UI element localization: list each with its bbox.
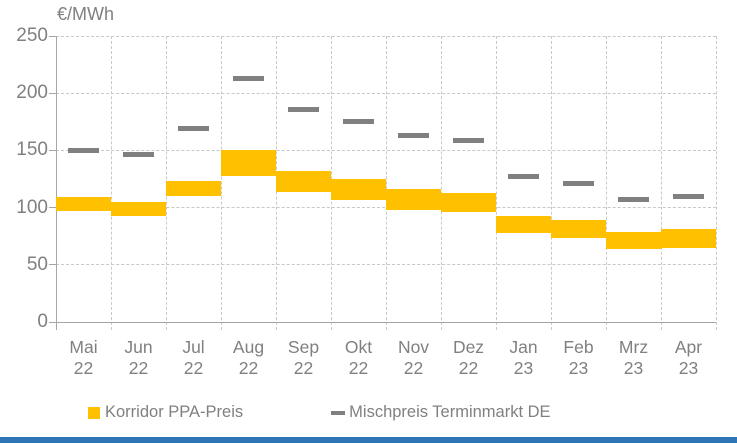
y-tick-label-0: 0 bbox=[37, 311, 48, 332]
x-tick-label-Aug-22: Aug 22 bbox=[232, 337, 265, 378]
korridor-band-Mrz-23 bbox=[606, 231, 661, 249]
y-tick-label-100: 100 bbox=[16, 196, 48, 218]
mischpreis-dash-Mrz-23 bbox=[618, 197, 649, 203]
x-tick-label-Nov-22: Nov 22 bbox=[397, 337, 430, 378]
korridor-band-Jan-23 bbox=[496, 215, 551, 233]
legend-label-mischpreis: Mischpreis Terminmarkt DE bbox=[349, 403, 551, 421]
korridor-band-Nov-22 bbox=[386, 189, 441, 210]
v-gridline-11 bbox=[660, 36, 662, 330]
korridor-band-Okt-22 bbox=[331, 179, 386, 200]
mischpreis-dash-Jun-22 bbox=[123, 152, 154, 158]
korridor-swatch-icon bbox=[88, 406, 100, 419]
x-axis-line bbox=[56, 321, 716, 323]
korridor-band-Jul-22 bbox=[166, 181, 221, 197]
mischpreis-dash-Aug-22 bbox=[233, 75, 264, 81]
korridor-band-Aug-22 bbox=[221, 150, 276, 176]
korridor-band-Sep-22 bbox=[276, 170, 331, 192]
mischpreis-dash-icon bbox=[331, 410, 346, 415]
mischpreis-dash-Jul-22 bbox=[178, 126, 209, 132]
x-tick-label-Okt-22: Okt 22 bbox=[344, 337, 373, 378]
x-tick-label-Jan-23: Jan 23 bbox=[509, 337, 538, 378]
legend-item-mischpreis: Mischpreis Terminmarkt DE bbox=[331, 403, 551, 422]
x-tick-label-Apr-23: Apr 23 bbox=[674, 337, 703, 378]
y-tick-mark-0 bbox=[49, 321, 56, 323]
x-tick-label-Feb-23: Feb 23 bbox=[563, 337, 594, 378]
y-axis-unit-label: €/MWh bbox=[57, 4, 115, 24]
v-gridline-3 bbox=[220, 36, 222, 330]
y-tick-mark-250 bbox=[49, 35, 56, 37]
y-tick-label-250: 250 bbox=[16, 25, 48, 46]
bottom-accent-bar bbox=[0, 437, 737, 443]
mischpreis-dash-Apr-23 bbox=[673, 193, 704, 199]
y-tick-mark-150 bbox=[49, 149, 56, 151]
v-gridline-9 bbox=[550, 36, 552, 330]
mischpreis-dash-Okt-22 bbox=[343, 119, 374, 125]
x-tick-label-Jun-22: Jun 22 bbox=[124, 337, 153, 378]
mischpreis-dash-Feb-23 bbox=[563, 181, 594, 187]
y-tick-mark-100 bbox=[49, 207, 56, 209]
korridor-band-Dez-22 bbox=[441, 192, 496, 213]
korridor-band-Mai-22 bbox=[56, 197, 111, 212]
y-tick-label-150: 150 bbox=[16, 139, 48, 161]
v-gridline-10 bbox=[605, 36, 607, 330]
y-axis-line bbox=[56, 36, 57, 330]
mischpreis-dash-Sep-22 bbox=[288, 106, 319, 112]
korridor-band-Feb-23 bbox=[551, 220, 606, 239]
x-tick-label-Jul-22: Jul 22 bbox=[182, 337, 205, 378]
x-tick-label-Mai-22: Mai 22 bbox=[69, 337, 98, 378]
korridor-band-Apr-23 bbox=[661, 229, 716, 248]
v-gridline-7 bbox=[440, 36, 442, 330]
y-tick-mark-50 bbox=[49, 264, 56, 266]
mischpreis-dash-Dez-22 bbox=[453, 137, 484, 143]
v-gridline-1 bbox=[110, 36, 112, 330]
v-gridline-8 bbox=[495, 36, 497, 330]
x-tick-label-Mrz-23: Mrz 23 bbox=[618, 337, 649, 378]
y-tick-label-200: 200 bbox=[16, 82, 48, 104]
x-tick-label-Sep-22: Sep 22 bbox=[287, 337, 320, 378]
y-tick-label-50: 50 bbox=[26, 253, 48, 275]
legend-item-korridor: Korridor PPA-Preis bbox=[88, 403, 243, 422]
mischpreis-dash-Nov-22 bbox=[398, 133, 429, 139]
x-tick-label-Dez-22: Dez 22 bbox=[452, 337, 485, 378]
mischpreis-dash-Jan-23 bbox=[508, 174, 539, 180]
legend: Korridor PPA-Preis Mischpreis Terminmark… bbox=[88, 403, 551, 422]
korridor-band-Jun-22 bbox=[111, 201, 166, 216]
mischpreis-dash-Mai-22 bbox=[68, 147, 99, 153]
v-gridline-12 bbox=[715, 36, 717, 330]
v-gridline-6 bbox=[385, 36, 387, 330]
y-tick-mark-200 bbox=[49, 92, 56, 94]
legend-label-korridor: Korridor PPA-Preis bbox=[105, 403, 244, 421]
